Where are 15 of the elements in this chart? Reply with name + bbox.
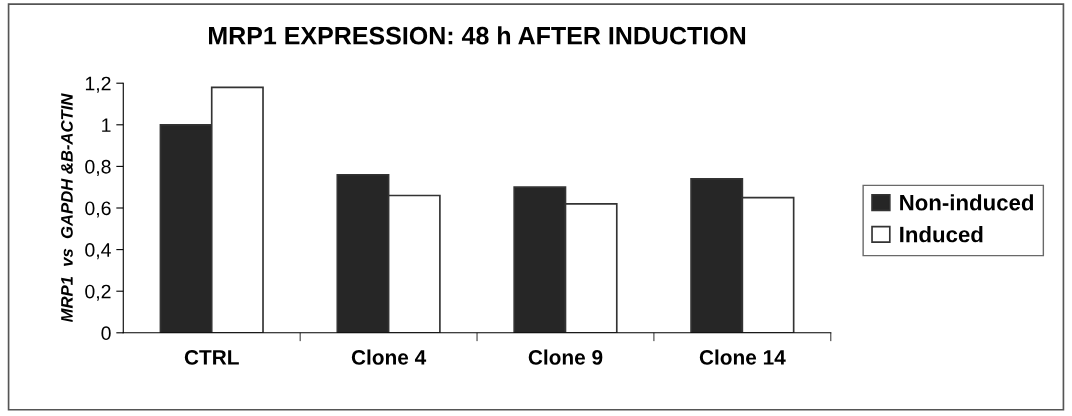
- x-tick-label: CTRL: [184, 350, 239, 365]
- y-tick-label: 1: [102, 118, 111, 132]
- legend-label: Non-induced: [900, 194, 1034, 211]
- y-tick-label: 0,2: [85, 284, 111, 301]
- y-tick-label: 1,2: [85, 76, 111, 93]
- x-tick-label: Clone 4: [351, 349, 427, 365]
- y-tick-label: 0,8: [85, 159, 111, 176]
- x-tick-label: Clone 9: [528, 349, 603, 365]
- legend-label: Induced: [900, 226, 983, 243]
- x-tick-label: Clone 14: [699, 349, 786, 365]
- y-tick-label: 0: [101, 326, 111, 341]
- chart-title: MRP1 EXPRESSION: 48 h AFTER INDUCTION: [209, 26, 746, 45]
- y-axis-title: MRP1 vs GAPDH &B-ACTIN: [61, 93, 73, 323]
- y-tick-label: 0,6: [85, 201, 111, 218]
- y-tick-label: 0,4: [85, 243, 111, 260]
